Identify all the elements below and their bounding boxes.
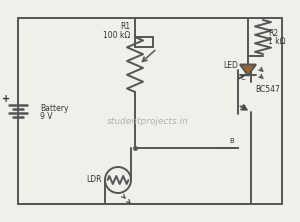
Polygon shape [240, 65, 256, 75]
Text: 9 V: 9 V [40, 113, 52, 121]
Text: LDR: LDR [86, 176, 102, 184]
Text: E: E [241, 105, 245, 111]
Text: R2: R2 [268, 28, 278, 38]
Text: 100 kΩ: 100 kΩ [103, 30, 130, 40]
Text: C: C [241, 75, 246, 81]
Text: +: + [2, 94, 10, 104]
Text: Battery: Battery [40, 105, 68, 113]
Text: BC547: BC547 [255, 85, 280, 95]
Text: LED: LED [223, 61, 238, 71]
Text: B: B [229, 138, 234, 144]
Text: studentprojects.in: studentprojects.in [107, 117, 189, 127]
Text: 1 kΩ: 1 kΩ [268, 36, 286, 46]
Text: R1: R1 [120, 22, 130, 32]
